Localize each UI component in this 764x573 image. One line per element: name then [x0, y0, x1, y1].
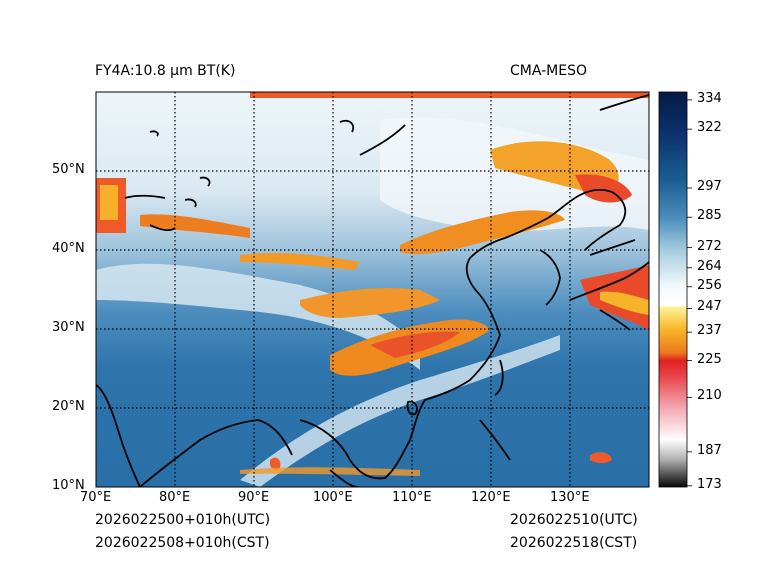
init-time-cst: 2026022508+010h(CST) [95, 535, 270, 551]
colorbar-ticks [687, 99, 692, 487]
lat-tick-20n: 20°N [52, 399, 85, 414]
colorbar-tick-label: 256 [697, 277, 722, 293]
valid-time-cst: 2026022518(CST) [510, 535, 638, 551]
lon-tick-120e: 120°E [471, 490, 511, 505]
lon-tick-80e: 80°E [159, 490, 191, 505]
plateau-cloud [96, 263, 420, 370]
cold-cloud-tops [96, 92, 649, 476]
colorbar-tick-label: 247 [697, 299, 722, 315]
chart-title: FY4A:10.8 µm BT(K) [95, 63, 236, 79]
colorbar-tick-label: 187 [697, 442, 722, 458]
coastlines [96, 94, 649, 487]
colorbar-tick-label: 173 [697, 476, 722, 492]
valid-time-utc: 2026022510(UTC) [510, 512, 638, 528]
colorbar-tick-label: 285 [697, 208, 722, 224]
colorbar-tick-label: 210 [697, 388, 722, 404]
lon-tick-100e: 100°E [313, 490, 353, 505]
lat-tick-40n: 40°N [52, 241, 85, 256]
colorbar [658, 91, 688, 488]
colorbar-tick-label: 272 [697, 238, 722, 254]
map-frame [95, 91, 650, 488]
lat-tick-50n: 50°N [52, 162, 85, 177]
colorbar-tick-label: 225 [697, 351, 722, 367]
lon-tick-70e: 70°E [80, 490, 112, 505]
lon-tick-130e: 130°E [550, 490, 590, 505]
lon-tick-90e: 90°E [238, 490, 270, 505]
colorbar-tick-label: 322 [697, 120, 722, 136]
colorbar-tick-label: 297 [697, 178, 722, 194]
colorbar-tick-label: 334 [697, 90, 722, 106]
lat-tick-10n: 10°N [52, 478, 85, 493]
lat-tick-30n: 30°N [52, 320, 85, 335]
graticule [96, 92, 649, 487]
data-source-label: CMA-MESO [510, 63, 588, 79]
southwest-cloud-band [240, 335, 560, 487]
colorbar-tick-label: 237 [697, 323, 722, 339]
colorbar-tick-label: 264 [697, 258, 722, 274]
north-cloud [380, 117, 649, 232]
init-time-utc: 2026022500+010h(UTC) [95, 512, 271, 528]
lon-tick-110e: 110°E [392, 490, 432, 505]
